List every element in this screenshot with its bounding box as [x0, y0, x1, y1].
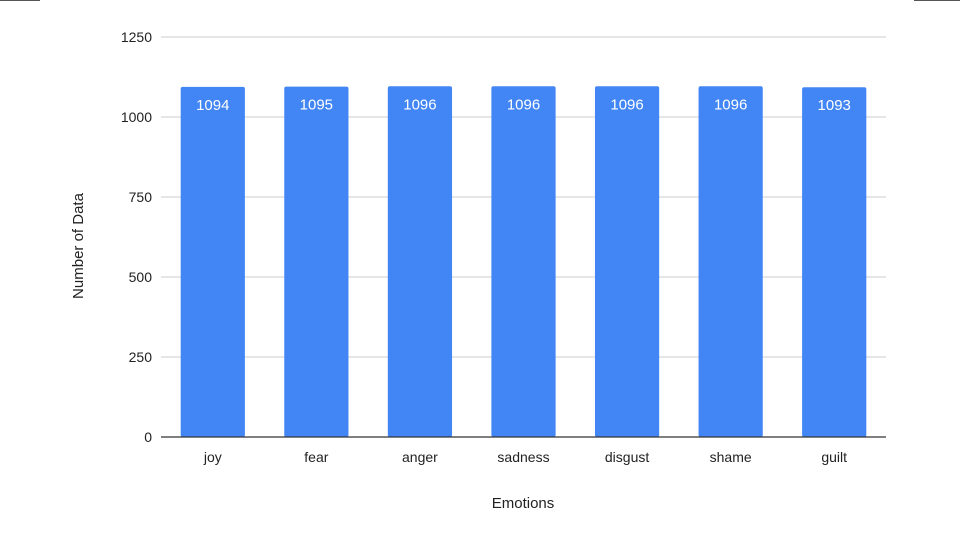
y-tick-label: 1250	[121, 29, 152, 45]
bar-anger	[387, 86, 453, 437]
bar-disgust	[594, 86, 660, 437]
x-tick-label: shame	[710, 449, 752, 465]
y-tick-label: 1000	[121, 109, 152, 125]
data-label: 1093	[818, 97, 851, 114]
x-axis-title: Emotions	[492, 495, 555, 512]
data-label: 1096	[507, 96, 540, 113]
top-right-border-line	[914, 0, 960, 1]
y-axis-title: Number of Data	[70, 192, 87, 299]
x-tick-label: anger	[402, 449, 438, 465]
x-tick-label: joy	[203, 449, 222, 465]
bar-joy	[180, 86, 245, 438]
data-label: 1096	[714, 96, 747, 113]
bar-guilt	[802, 87, 867, 438]
y-tick-label: 0	[144, 429, 152, 445]
y-tick-label: 250	[129, 349, 153, 365]
data-label: 1096	[403, 96, 436, 113]
bar-fear	[284, 86, 349, 437]
y-tick-label: 750	[129, 189, 153, 205]
x-tick-label: guilt	[821, 449, 847, 465]
data-label: 1095	[300, 97, 333, 114]
x-tick-label: fear	[304, 449, 328, 465]
top-left-border-line	[0, 0, 40, 1]
bar-sadness	[491, 86, 556, 437]
x-tick-label: sadness	[497, 449, 549, 465]
bar-shame	[698, 86, 763, 437]
y-tick-label: 500	[129, 269, 153, 285]
axes: 0 250 500 750 1000 1250 joy fear anger sadness dis…	[121, 29, 886, 465]
data-label: 1094	[196, 97, 229, 114]
x-tick-label: disgust	[605, 449, 649, 465]
bars: 1094 1095 1096 1096 1096 1096 1093	[180, 86, 867, 438]
data-label: 1096	[610, 96, 643, 113]
